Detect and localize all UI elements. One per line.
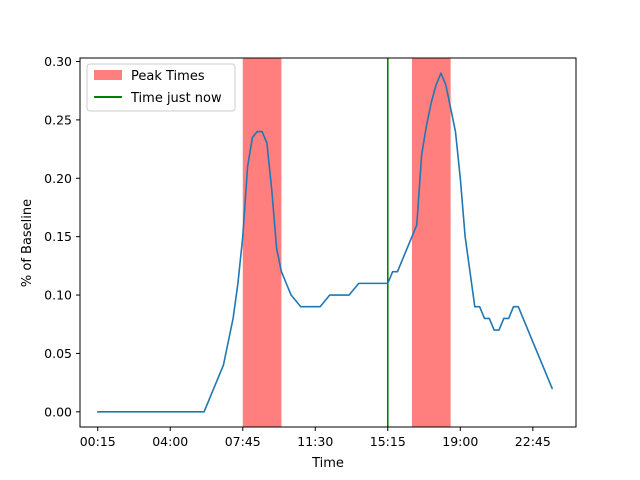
data-point	[358, 283, 360, 285]
legend: Peak Times Time just now	[86, 63, 236, 112]
y-axis-label: % of Baseline	[20, 199, 35, 287]
data-point	[155, 411, 157, 413]
data-point	[527, 329, 529, 331]
x-tick-label: 00:15	[80, 434, 116, 449]
data-point	[464, 236, 466, 238]
plot-frame	[79, 57, 577, 428]
data-point	[203, 411, 205, 413]
data-point	[489, 318, 491, 320]
data-point	[242, 236, 244, 238]
data-point	[508, 318, 510, 320]
y-tick-label: 0.30	[44, 54, 72, 69]
x-axis: 00:15 04:00 07:45 11:30 15:15 19:00 22:45	[80, 427, 551, 449]
y-tick-label: 0.05	[44, 346, 72, 361]
data-point	[256, 131, 258, 133]
data-point	[532, 341, 534, 343]
data-point	[271, 189, 273, 191]
data-point	[542, 364, 544, 366]
x-tick-label: 19:00	[442, 434, 478, 449]
data-point	[416, 224, 418, 226]
data-point	[174, 411, 176, 413]
data-point	[107, 411, 109, 413]
data-point	[194, 411, 196, 413]
data-point	[290, 294, 292, 296]
y-axis: 0.00 0.05 0.10 0.15 0.20 0.25 0.30	[44, 54, 80, 419]
x-tick-label: 04:00	[152, 434, 188, 449]
data-point	[232, 318, 234, 320]
data-point	[281, 271, 283, 273]
data-point	[252, 137, 254, 139]
legend-box	[86, 63, 236, 112]
data-point	[237, 283, 239, 285]
data-point	[329, 294, 331, 296]
data-point	[165, 411, 167, 413]
data-point	[97, 411, 99, 413]
data-point	[213, 388, 215, 390]
data-point	[440, 72, 442, 74]
data-point	[116, 411, 118, 413]
series-line-1	[96, 72, 553, 413]
data-point	[348, 294, 350, 296]
data-point	[421, 154, 423, 156]
y-tick-label: 0.15	[44, 229, 72, 244]
data-point	[276, 248, 278, 250]
data-point	[392, 271, 394, 273]
data-point	[285, 283, 287, 285]
data-point	[266, 142, 268, 144]
data-point	[469, 271, 471, 273]
data-point	[518, 306, 520, 308]
peak-band-2	[411, 58, 451, 427]
peak-bands	[242, 58, 451, 427]
data-point	[426, 125, 428, 127]
data-point	[136, 411, 138, 413]
data-point	[397, 271, 399, 273]
data-point	[498, 329, 500, 331]
data-point	[455, 131, 457, 133]
data-point	[223, 364, 225, 366]
peak-band-1	[242, 58, 282, 427]
data-point	[261, 131, 263, 133]
x-tick-label: 15:15	[370, 434, 406, 449]
data-point	[551, 388, 553, 390]
legend-peak-label: Peak Times	[131, 69, 205, 84]
data-point	[411, 236, 413, 238]
data-point	[184, 411, 186, 413]
y-tick-label: 0.25	[44, 112, 72, 127]
legend-peak-swatch	[94, 70, 122, 80]
data-point	[450, 107, 452, 109]
data-point	[310, 306, 312, 308]
data-point	[484, 318, 486, 320]
data-point	[474, 306, 476, 308]
data-point	[459, 177, 461, 179]
data-point	[387, 283, 389, 285]
data-point	[430, 102, 432, 104]
data-point	[126, 411, 128, 413]
data-point	[513, 306, 515, 308]
data-point	[247, 166, 249, 168]
data-point	[445, 84, 447, 86]
data-point	[493, 329, 495, 331]
x-axis-label: Time	[311, 456, 344, 471]
data-point	[406, 248, 408, 250]
x-tick-label: 07:45	[225, 434, 261, 449]
data-point	[368, 283, 370, 285]
y-tick-label: 0.20	[44, 171, 72, 186]
data-point	[339, 294, 341, 296]
data-point	[377, 283, 379, 285]
data-point	[319, 306, 321, 308]
x-tick-label: 11:30	[297, 434, 333, 449]
data-point	[479, 306, 481, 308]
data-point	[300, 306, 302, 308]
legend-now-label: Time just now	[130, 91, 222, 106]
data-point	[145, 411, 147, 413]
y-tick-label: 0.00	[44, 404, 72, 419]
y-tick-label: 0.10	[44, 288, 72, 303]
series-layer	[96, 72, 553, 413]
data-point	[503, 318, 505, 320]
data-point	[522, 318, 524, 320]
data-point	[435, 84, 437, 86]
x-tick-label: 22:45	[515, 434, 551, 449]
